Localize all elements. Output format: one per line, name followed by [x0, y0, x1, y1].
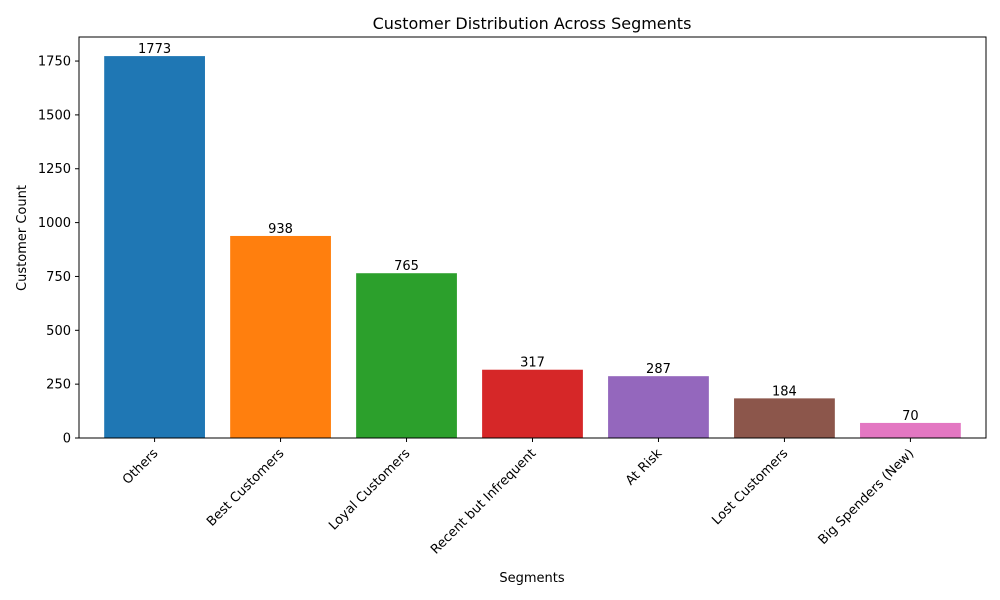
bar — [482, 369, 583, 438]
x-axis-label: Segments — [499, 571, 565, 586]
bar — [104, 56, 205, 438]
y-tick-label: 750 — [46, 270, 71, 285]
data-label: 184 — [772, 384, 797, 399]
y-tick-label: 250 — [46, 378, 71, 393]
y-tick-label: 0 — [63, 432, 71, 447]
x-tick-label: Recent but Infrequent — [428, 446, 539, 557]
y-tick-label: 500 — [46, 324, 71, 339]
bar — [356, 273, 457, 438]
x-tick-label: At Risk — [623, 446, 666, 489]
x-tick-label: Loyal Customers — [326, 446, 413, 533]
data-label: 287 — [646, 362, 671, 377]
y-axis-label: Customer Count — [15, 185, 30, 291]
data-label: 70 — [902, 409, 919, 424]
data-label: 317 — [520, 356, 545, 371]
x-tick-label: Others — [120, 446, 162, 488]
bar — [860, 422, 961, 438]
bar — [230, 235, 331, 438]
data-label: 938 — [268, 222, 293, 237]
x-tick-label: Best Customers — [204, 446, 287, 529]
y-tick-label: 1500 — [38, 108, 71, 123]
y-tick-label: 1750 — [38, 55, 71, 70]
bar — [734, 398, 835, 438]
x-tick-label: Big Spenders (New) — [816, 446, 918, 548]
data-label: 765 — [394, 259, 419, 274]
y-tick-label: 1000 — [38, 216, 71, 231]
data-label: 1773 — [138, 42, 171, 57]
x-tick-label: Lost Customers — [709, 446, 791, 528]
y-tick-label: 1250 — [38, 162, 71, 177]
bar — [608, 376, 709, 438]
chart-title: Customer Distribution Across Segments — [373, 14, 692, 33]
